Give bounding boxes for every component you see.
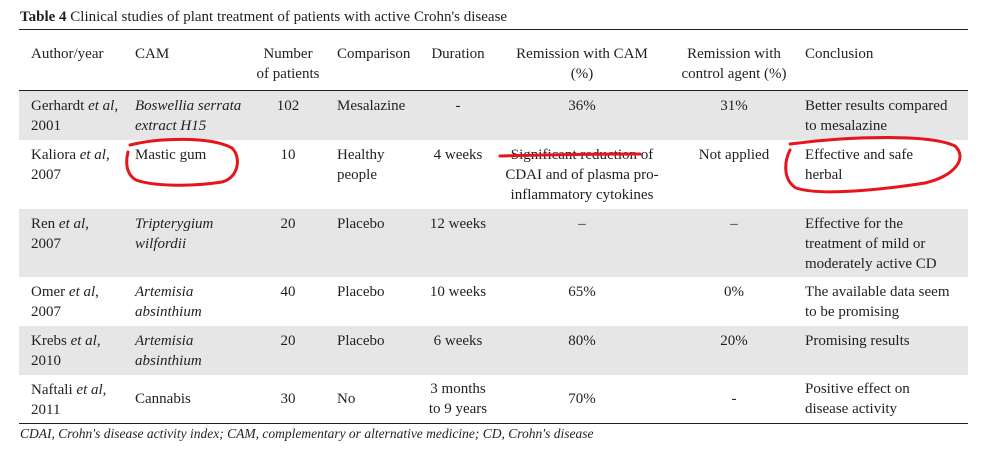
cell-cam: Tripterygium wilfordii	[135, 216, 214, 252]
cell-conclusion: Effective and safe herbal	[805, 147, 913, 183]
header-duration: Duration	[431, 46, 485, 62]
cell-conclusion: Better results compared to mesalazine	[805, 98, 948, 134]
header-rule	[19, 90, 968, 91]
cell-remission-cam: 80%	[568, 333, 596, 349]
cell-remission-control: -	[731, 391, 737, 407]
cell-remission-cam: –	[578, 216, 586, 232]
top-rule	[19, 29, 968, 31]
cell-number: 20	[280, 216, 296, 232]
header-comparison: Comparison	[337, 46, 411, 62]
table-row: Krebs et al, 2010 Artemisia absinthium 20 Pla…	[19, 326, 968, 375]
cell-number: 10	[280, 147, 296, 163]
cell-number: 40	[280, 284, 296, 300]
cell-number: 102	[276, 98, 300, 114]
cell-remission-cam: 65%	[568, 284, 596, 300]
cell-conclusion: Positive effect on disease activity	[805, 381, 910, 417]
cell-cam: Artemisia absinthium	[135, 284, 202, 320]
header-conclusion: Conclusion	[805, 46, 874, 62]
table-label: Table 4	[20, 9, 67, 25]
cell-cam: Cannabis	[135, 391, 191, 407]
cell-remission-cam: 70%	[568, 391, 596, 407]
header-author: Author/year	[31, 46, 104, 62]
cell-duration: 10 weeks	[429, 284, 487, 300]
cell-number: 20	[280, 333, 296, 349]
cell-author: Krebs et al, 2010	[31, 333, 101, 369]
header-row: Author/year CAM Number of patients Compar…	[19, 30, 968, 90]
cell-remission-control: 31%	[720, 98, 748, 114]
cell-cam: Mastic gum	[135, 147, 207, 163]
cell-number: 30	[280, 391, 296, 407]
cell-author: Naftali et al, 2011	[31, 382, 107, 418]
cell-comparison: Healthy people	[337, 147, 385, 183]
cell-cam: Boswellia serrata extract H15	[135, 98, 242, 134]
cell-comparison: Placebo	[337, 284, 385, 300]
cell-cam: Artemisia absinthium	[135, 333, 202, 369]
cell-comparison: Placebo	[337, 333, 385, 349]
cell-remission-control: Not applied	[698, 147, 770, 163]
cell-comparison: Placebo	[337, 216, 385, 232]
cell-author: Kaliora et al, 2007	[31, 147, 110, 183]
cell-duration: 6 weeks	[433, 333, 483, 349]
table-row: Naftali et al, 2011 Cannabis 30 No 3 months to…	[19, 375, 968, 423]
table-row: Ren et al, 2007 Tripterygium wilfordii 20 Pla…	[19, 209, 968, 277]
header-cam: CAM	[135, 46, 170, 62]
table-row: Kaliora et al, 2007 Mastic gum 10 Healthy peo…	[19, 140, 968, 209]
cell-author: Omer et al, 2007	[31, 284, 99, 320]
header-remission-control: Remission with control agent (%)	[681, 46, 787, 82]
table-title: Clinical studies of plant treatment of p…	[70, 9, 508, 25]
cell-duration: 3 months to 9 years	[428, 381, 488, 417]
cell-duration: 4 weeks	[433, 147, 483, 163]
table-footnote: CDAI, Crohn's disease activity index; CA…	[20, 426, 594, 441]
cell-remission-control: 0%	[724, 284, 744, 300]
cell-conclusion: The available data seem to be promising	[805, 284, 950, 320]
cell-duration: -	[455, 98, 461, 114]
table-caption: Table 4 Clinical studies of plant treatm…	[20, 9, 507, 26]
cell-author: Ren et al, 2007	[31, 216, 89, 252]
cell-duration: 12 weeks	[429, 216, 487, 232]
cell-remission-control: 20%	[720, 333, 748, 349]
cell-remission-cam: 36%	[568, 98, 596, 114]
cell-conclusion: Promising results	[805, 333, 910, 349]
cell-remission-control: –	[730, 216, 738, 232]
table-row: Gerhardt et al, 2001 Boswellia serrata extr…	[19, 91, 968, 140]
header-number: Number of patients	[256, 46, 320, 82]
cell-remission-cam: Significant reduction of CDAI and of plas…	[505, 147, 659, 203]
cell-conclusion: Effective for the treatment of mild or mod…	[805, 216, 937, 272]
bottom-rule	[19, 423, 968, 424]
cell-comparison: Mesalazine	[337, 98, 406, 114]
table-row: Omer et al, 2007 Artemisia absinthium 40 Plac…	[19, 277, 968, 326]
header-remission-cam: Remission with CAM (%)	[516, 46, 648, 82]
cell-comparison: No	[337, 391, 356, 407]
cell-author: Gerhardt et al, 2001	[31, 98, 119, 134]
